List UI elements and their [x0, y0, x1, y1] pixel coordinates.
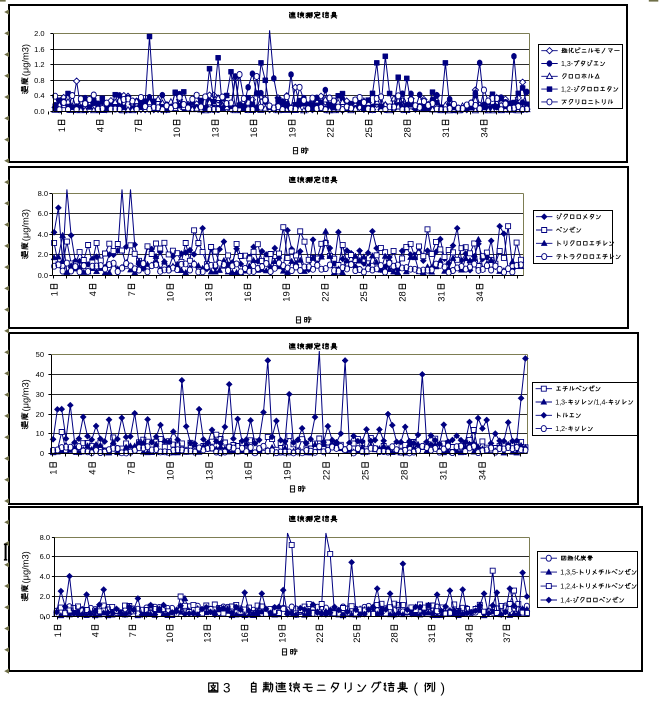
svg-text:7: 7: [127, 632, 138, 637]
svg-text:16: 16: [239, 632, 250, 642]
svg-text:10: 10: [171, 127, 182, 137]
svg-text:1,2-: 1,2-: [555, 426, 568, 433]
svg-text:(μg/m3): (μg/m3): [20, 44, 30, 76]
svg-text:10: 10: [165, 291, 176, 301]
svg-text:(μg/m3): (μg/m3): [20, 551, 30, 583]
svg-text:(: (: [413, 680, 418, 695]
svg-text:0.0: 0.0: [34, 107, 44, 116]
svg-text:19: 19: [276, 632, 287, 642]
svg-text:1,2-: 1,2-: [561, 87, 574, 94]
svg-text:31: 31: [426, 632, 437, 642]
svg-text:10: 10: [36, 429, 44, 438]
svg-text:34: 34: [463, 632, 474, 642]
svg-text:25: 25: [351, 632, 362, 642]
svg-text:8.0: 8.0: [38, 189, 48, 198]
svg-text:7: 7: [126, 470, 137, 475]
svg-text:1: 1: [48, 470, 59, 475]
svg-text:25: 25: [363, 127, 374, 137]
svg-text:1,3,5-: 1,3,5-: [560, 570, 579, 577]
svg-text:3: 3: [223, 680, 231, 695]
svg-text:16: 16: [242, 291, 253, 301]
svg-text:1,3-: 1,3-: [561, 61, 574, 68]
svg-text:1: 1: [52, 632, 63, 637]
svg-text:28: 28: [402, 127, 413, 137]
svg-text:1,3-: 1,3-: [555, 400, 568, 407]
svg-text:2.0: 2.0: [40, 592, 50, 601]
svg-text:1,4-: 1,4-: [560, 598, 573, 605]
svg-text:0.8: 0.8: [34, 76, 44, 85]
svg-text:10: 10: [165, 470, 176, 480]
svg-text:30: 30: [36, 390, 44, 399]
svg-text:4: 4: [87, 291, 98, 296]
svg-text:13: 13: [210, 127, 221, 137]
svg-text:50: 50: [36, 350, 44, 359]
svg-text:28: 28: [397, 291, 408, 301]
svg-text:/1,4-: /1,4-: [594, 400, 609, 407]
svg-text:34: 34: [478, 127, 489, 137]
svg-text:4: 4: [89, 632, 100, 637]
svg-text:1: 1: [56, 127, 67, 132]
svg-text:(μg/m3): (μg/m3): [20, 209, 30, 241]
svg-text:(μg/m3): (μg/m3): [20, 379, 30, 411]
svg-text:16: 16: [243, 470, 254, 480]
svg-text:2.0: 2.0: [38, 250, 48, 259]
svg-text:31: 31: [440, 127, 451, 137]
svg-text:31: 31: [438, 470, 449, 480]
svg-text:0: 0: [40, 449, 44, 458]
svg-text:): ): [440, 680, 445, 695]
svg-text:8.0: 8.0: [40, 533, 50, 542]
svg-text:22: 22: [319, 291, 330, 301]
svg-text:19: 19: [286, 127, 297, 137]
svg-text:16: 16: [248, 127, 259, 137]
svg-text:20: 20: [36, 410, 44, 419]
svg-text:6.0: 6.0: [38, 209, 48, 218]
svg-text:4.0: 4.0: [38, 230, 48, 239]
svg-text:19: 19: [282, 470, 293, 480]
svg-text:28: 28: [399, 470, 410, 480]
svg-text:10: 10: [164, 632, 175, 642]
svg-text:25: 25: [358, 291, 369, 301]
svg-text:28: 28: [389, 632, 400, 642]
svg-text:40: 40: [36, 370, 44, 379]
svg-text:1,2,4-: 1,2,4-: [560, 584, 579, 591]
svg-text:4.0: 4.0: [40, 572, 50, 581]
svg-text:25: 25: [360, 470, 371, 480]
svg-text:31: 31: [435, 291, 446, 301]
svg-text:7: 7: [126, 291, 137, 296]
svg-text:4: 4: [94, 127, 105, 132]
svg-text:2.0: 2.0: [34, 29, 44, 38]
svg-text:1.2: 1.2: [34, 60, 44, 69]
svg-text:22: 22: [321, 470, 332, 480]
svg-text:13: 13: [202, 632, 213, 642]
svg-text:19: 19: [281, 291, 292, 301]
svg-text:34: 34: [477, 470, 488, 480]
svg-text:22: 22: [314, 632, 325, 642]
svg-text:1.6: 1.6: [34, 45, 44, 54]
svg-text:13: 13: [204, 470, 215, 480]
svg-text:7: 7: [133, 127, 144, 132]
svg-text:1: 1: [48, 291, 59, 296]
svg-text:0.4: 0.4: [34, 91, 44, 100]
svg-text:4: 4: [87, 470, 98, 475]
svg-text:0.0: 0.0: [38, 271, 48, 280]
svg-text:6.0: 6.0: [40, 552, 50, 561]
svg-text:13: 13: [203, 291, 214, 301]
svg-text:34: 34: [474, 291, 485, 301]
svg-text:22: 22: [325, 127, 336, 137]
svg-text:37: 37: [501, 632, 512, 642]
